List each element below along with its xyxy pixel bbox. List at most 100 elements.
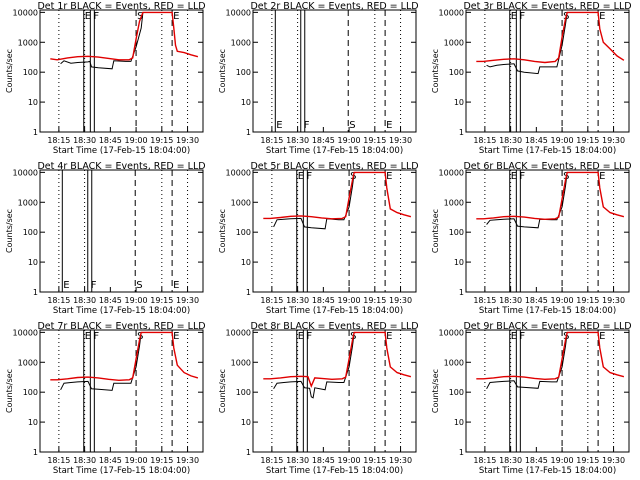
x-axis-label: Start Time (17-Feb-15 18:04:00): [479, 466, 616, 476]
y-tick-label: 10000: [226, 168, 251, 177]
marker-label: E: [298, 331, 304, 342]
x-tick-label: 19:15: [576, 296, 599, 305]
marker-label: S: [137, 11, 143, 22]
x-axis-label: Start Time (17-Feb-15 18:04:00): [479, 306, 616, 316]
events-series-line: [486, 12, 568, 75]
lld-series-line: [263, 331, 412, 389]
lld-series-line: [476, 171, 625, 221]
x-tick-label: 18:30: [286, 136, 309, 145]
plot-title: Det 8r BLACK = Events, RED = LLD: [250, 321, 418, 332]
y-tick-label: 10000: [226, 8, 251, 17]
y-tick-label: 1000: [444, 358, 464, 367]
marker-label: F: [519, 11, 525, 22]
x-tick-label: 18:15: [260, 136, 283, 145]
x-tick-label: 19:00: [338, 296, 361, 305]
y-axis-label: Counts/sec: [431, 369, 440, 413]
x-tick-label: 19:00: [551, 136, 574, 145]
plot-title: Det 2r BLACK = Events, RED = LLD: [250, 1, 418, 12]
y-tick-label: 1: [246, 288, 251, 297]
y-tick-label: 10000: [439, 328, 464, 337]
x-tick-label: 18:30: [499, 136, 522, 145]
y-tick-label: 1000: [231, 358, 251, 367]
plot-frame: [39, 9, 204, 133]
y-axis-label: Counts/sec: [431, 209, 440, 253]
marker-label: E: [173, 11, 179, 22]
marker-label: E: [63, 280, 69, 291]
events-series-line: [273, 332, 355, 399]
plot-title: Det 5r BLACK = Events, RED = LLD: [250, 161, 418, 172]
marker-label: F: [91, 280, 97, 291]
y-tick-label: 10: [28, 418, 38, 427]
x-tick-label: 18:30: [73, 296, 96, 305]
plot-frame: [465, 169, 630, 293]
x-tick-label: 19:00: [125, 296, 148, 305]
y-tick-label: 1: [246, 448, 251, 457]
y-axis-label: Counts/sec: [5, 49, 14, 93]
marker-label: F: [93, 11, 99, 22]
marker-label: E: [386, 171, 392, 182]
x-axis-label: Start Time (17-Feb-15 18:04:00): [266, 146, 403, 156]
y-tick-label: 100: [449, 388, 464, 397]
y-tick-label: 10000: [439, 168, 464, 177]
x-tick-label: 19:15: [363, 296, 386, 305]
marker-label: E: [599, 331, 605, 342]
marker-label: E: [386, 331, 392, 342]
y-tick-label: 10: [28, 258, 38, 267]
plot-panel: Det 4r BLACK = Events, RED = LLD E F S E 1 10 1…: [5, 161, 206, 316]
lld-series-line: [50, 11, 199, 61]
x-tick-label: 19:30: [389, 136, 412, 145]
marker-label: E: [599, 11, 605, 22]
plot-title: Det 3r BLACK = Events, RED = LLD: [463, 1, 631, 12]
x-axis-label: Start Time (17-Feb-15 18:04:00): [266, 306, 403, 316]
x-tick-label: 19:00: [125, 456, 148, 465]
x-tick-label: 19:30: [389, 456, 412, 465]
y-tick-label: 1000: [231, 198, 251, 207]
plot-frame: [39, 329, 204, 453]
y-tick-label: 10000: [13, 168, 38, 177]
plot-title: Det 1r BLACK = Events, RED = LLD: [37, 1, 205, 12]
x-tick-label: 18:45: [312, 296, 335, 305]
marker-label: E: [173, 331, 179, 342]
x-tick-label: 19:00: [125, 136, 148, 145]
y-tick-label: 10: [241, 258, 251, 267]
marker-label: F: [306, 171, 312, 182]
plot-frame: [252, 329, 417, 453]
y-tick-label: 100: [449, 228, 464, 237]
plot-frame: [465, 329, 630, 453]
y-tick-label: 1: [33, 288, 38, 297]
marker-label: E: [173, 280, 179, 291]
x-tick-label: 19:00: [551, 456, 574, 465]
y-tick-label: 10: [454, 418, 464, 427]
events-series-line: [273, 172, 355, 230]
y-tick-label: 100: [236, 68, 251, 77]
x-axis-label: Start Time (17-Feb-15 18:04:00): [479, 146, 616, 156]
x-tick-label: 19:00: [338, 456, 361, 465]
y-tick-label: 10: [241, 418, 251, 427]
x-tick-label: 18:45: [525, 456, 548, 465]
y-tick-label: 1: [33, 128, 38, 137]
marker-label: E: [276, 120, 282, 131]
x-tick-label: 19:15: [363, 136, 386, 145]
y-tick-label: 100: [236, 388, 251, 397]
y-tick-label: 1: [459, 448, 464, 457]
marker-label: E: [599, 171, 605, 182]
x-tick-label: 19:15: [150, 296, 173, 305]
x-tick-label: 19:15: [150, 136, 173, 145]
x-tick-label: 18:30: [286, 296, 309, 305]
marker-label: E: [511, 171, 517, 182]
x-tick-label: 19:30: [176, 296, 199, 305]
plot-frame: [252, 9, 417, 133]
x-tick-label: 18:15: [47, 136, 70, 145]
plot-panel: Det 2r BLACK = Events, RED = LLD E F S E 1 10 1…: [218, 1, 419, 156]
marker-label: F: [519, 331, 525, 342]
y-tick-label: 1: [459, 128, 464, 137]
x-tick-label: 18:45: [525, 296, 548, 305]
marker-label: E: [298, 171, 304, 182]
x-tick-label: 18:45: [99, 296, 122, 305]
y-tick-label: 10000: [226, 328, 251, 337]
y-tick-label: 1000: [444, 198, 464, 207]
y-tick-label: 1: [459, 288, 464, 297]
plot-frame: [39, 169, 204, 293]
